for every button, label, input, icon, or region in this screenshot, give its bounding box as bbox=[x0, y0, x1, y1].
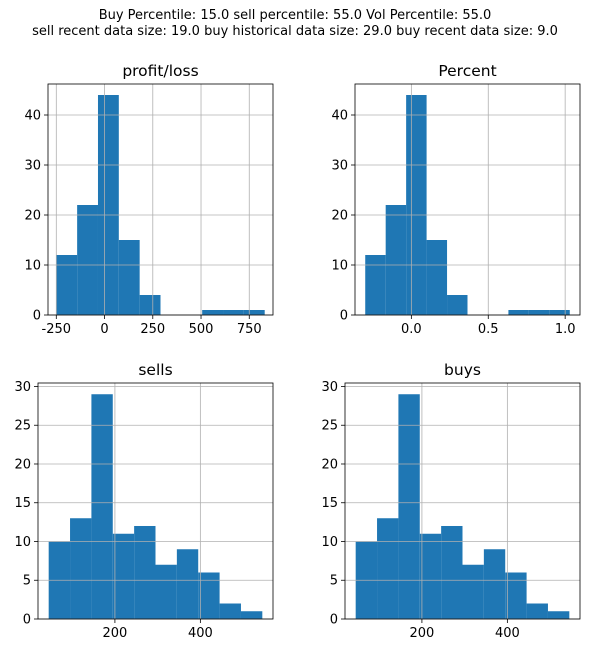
sells-bar-4 bbox=[112, 533, 135, 619]
percent-bar-1 bbox=[365, 255, 386, 315]
sells-title: sells bbox=[138, 361, 172, 379]
percent-bar-4 bbox=[426, 240, 448, 315]
buys-y-tick-label-5: 20 bbox=[321, 457, 338, 472]
sells-y-tick-label-5: 20 bbox=[14, 457, 31, 472]
profit-loss-bar-3 bbox=[97, 95, 119, 315]
profit-loss-bar-4 bbox=[118, 240, 140, 315]
sells-y-tick-label-4: 15 bbox=[14, 496, 31, 511]
percent-bar-2 bbox=[385, 205, 407, 315]
percent-x-tick-label-1: 0.0 bbox=[401, 322, 422, 337]
percent-bar-9 bbox=[528, 310, 550, 315]
sells-y-tick-label-7: 30 bbox=[14, 380, 31, 395]
sells-bar-8 bbox=[198, 572, 220, 619]
buys-y-tick-label-2: 5 bbox=[330, 574, 338, 589]
percent-bar-10 bbox=[549, 310, 570, 315]
profit-loss-bar-5 bbox=[139, 295, 161, 315]
percent-y-tick-label-3: 20 bbox=[331, 209, 348, 224]
sells-axes-frame bbox=[37, 382, 274, 620]
percent-y-tick-label-5: 40 bbox=[331, 109, 348, 124]
buys-bar-9 bbox=[526, 603, 548, 619]
buys-bar-8 bbox=[505, 572, 527, 619]
profit-loss-title: profit/loss bbox=[122, 62, 198, 80]
sells-bar-10 bbox=[240, 611, 263, 619]
percent-bar-5 bbox=[447, 295, 468, 315]
percent-x-tick-label-2: 0.5 bbox=[478, 322, 499, 337]
buys-bar-7 bbox=[483, 549, 506, 619]
buys-axes-frame bbox=[344, 382, 581, 620]
sells-y-tick-label-2: 5 bbox=[23, 574, 31, 589]
buys-bar-3 bbox=[398, 394, 420, 619]
buys-x-tick-label-1: 200 bbox=[409, 626, 434, 641]
sells-bar-7 bbox=[176, 549, 199, 619]
buys-x-tick-label-2: 400 bbox=[495, 626, 520, 641]
profit-loss-bar-2 bbox=[77, 205, 98, 315]
percent-x-tick-label-3: 1.0 bbox=[555, 322, 576, 337]
buys-y-tick-label-3: 10 bbox=[321, 535, 338, 550]
profit-loss-axes-frame bbox=[47, 83, 274, 316]
percent-bar-8 bbox=[508, 310, 529, 315]
buys-y-tick-label-1: 0 bbox=[330, 613, 338, 628]
percent-y-tick-label-2: 10 bbox=[331, 259, 348, 274]
percent-y-tick-label-4: 30 bbox=[331, 159, 348, 174]
buys-bar-5 bbox=[441, 525, 463, 619]
profit-loss-y-tick-label-1: 0 bbox=[33, 309, 41, 324]
profit-loss-bar-8 bbox=[202, 310, 224, 315]
buys-bar-10 bbox=[547, 611, 570, 619]
buys-y-tick-label-7: 30 bbox=[321, 380, 338, 395]
profit-loss-y-tick-label-2: 10 bbox=[24, 259, 41, 274]
sells-bar-9 bbox=[219, 603, 241, 619]
buys-y-tick-label-6: 25 bbox=[321, 419, 338, 434]
profit-loss-x-tick-label-5: 750 bbox=[237, 322, 262, 337]
sells-y-tick-label-6: 25 bbox=[14, 419, 31, 434]
sells-x-tick-label-1: 200 bbox=[102, 626, 127, 641]
percent-bar-3 bbox=[406, 95, 427, 315]
profit-loss-x-tick-label-2: 0 bbox=[100, 322, 108, 337]
percent-axes-frame bbox=[354, 83, 581, 316]
profit-loss-bar-1 bbox=[56, 255, 78, 315]
sells-x-tick-label-2: 400 bbox=[188, 626, 213, 641]
sells-bar-5 bbox=[134, 525, 156, 619]
profit-loss-y-tick-label-4: 30 bbox=[24, 159, 41, 174]
profit-loss-y-tick-label-3: 20 bbox=[24, 209, 41, 224]
buys-title: buys bbox=[444, 361, 481, 379]
sells-bar-6 bbox=[155, 564, 177, 619]
profit-loss-x-tick-label-4: 500 bbox=[189, 322, 214, 337]
suptitle-line-2: sell recent data size: 19.0 buy historic… bbox=[32, 24, 558, 39]
buys-y-tick-label-4: 15 bbox=[321, 496, 338, 511]
percent-y-tick-label-1: 0 bbox=[340, 309, 348, 324]
figure-suptitle: Buy Percentile: 15.0 sell percentile: 55… bbox=[0, 8, 590, 40]
percent-title: Percent bbox=[438, 62, 496, 80]
sells-bar-3 bbox=[91, 394, 113, 619]
profit-loss-x-tick-label-3: 250 bbox=[140, 322, 165, 337]
profit-loss-bar-9 bbox=[223, 310, 244, 315]
buys-bar-6 bbox=[462, 564, 484, 619]
profit-loss-bar-10 bbox=[243, 310, 265, 315]
sells-bar-2 bbox=[70, 518, 92, 619]
subplot-percent: 0.0 0.5 1.0 0 10 20 30 40 Percent bbox=[331, 62, 581, 337]
profit-loss-y-tick-label-5: 40 bbox=[24, 109, 41, 124]
subplot-sells: 200 400 0 5 10 15 20 25 30 sells bbox=[14, 361, 274, 641]
buys-bar-4 bbox=[419, 533, 442, 619]
buys-bar-2 bbox=[377, 518, 399, 619]
profit-loss-x-tick-label-1: -250 bbox=[42, 322, 72, 337]
suptitle-line-1: Buy Percentile: 15.0 sell percentile: 55… bbox=[98, 8, 492, 23]
sells-y-tick-label-1: 0 bbox=[23, 613, 31, 628]
subplot-buys: 200 400 0 5 10 15 20 25 30 buys bbox=[321, 361, 581, 641]
sells-y-tick-label-3: 10 bbox=[14, 535, 31, 550]
